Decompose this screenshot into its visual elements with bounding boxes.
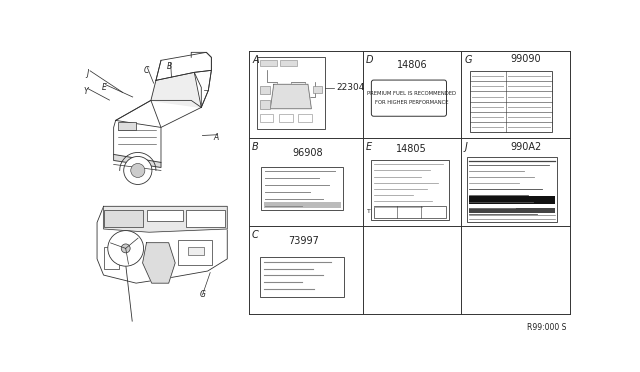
Text: 22304: 22304 xyxy=(336,83,364,92)
Bar xyxy=(280,60,298,66)
Bar xyxy=(188,247,204,255)
Bar xyxy=(279,115,292,122)
Bar xyxy=(264,202,341,208)
Polygon shape xyxy=(116,100,202,128)
Text: A: A xyxy=(252,55,259,65)
Bar xyxy=(261,167,343,211)
Bar xyxy=(147,209,183,221)
Text: C: C xyxy=(252,230,259,240)
Text: E: E xyxy=(366,142,372,153)
Polygon shape xyxy=(194,70,211,108)
Polygon shape xyxy=(97,206,227,283)
Text: G: G xyxy=(465,55,472,65)
Text: J: J xyxy=(465,142,467,153)
Polygon shape xyxy=(143,243,175,283)
Bar xyxy=(260,257,344,298)
Circle shape xyxy=(108,231,143,266)
Bar xyxy=(313,86,322,93)
Bar xyxy=(371,160,449,220)
Text: PREMIUM FUEL IS RECOMMENDED: PREMIUM FUEL IS RECOMMENDED xyxy=(367,91,456,96)
Bar xyxy=(467,157,557,222)
Polygon shape xyxy=(270,84,312,109)
Bar xyxy=(260,86,270,94)
FancyBboxPatch shape xyxy=(371,80,447,116)
Bar xyxy=(178,240,212,264)
Text: FOR HIGHER PERFORMANCE: FOR HIGHER PERFORMANCE xyxy=(375,100,449,105)
Bar xyxy=(257,57,325,129)
Polygon shape xyxy=(151,73,202,108)
Text: A: A xyxy=(213,133,218,142)
Text: C: C xyxy=(143,66,149,75)
Text: B: B xyxy=(252,142,259,153)
Bar xyxy=(260,60,277,66)
Bar xyxy=(469,208,555,213)
Bar xyxy=(298,115,312,122)
Text: Y: Y xyxy=(84,87,88,96)
Circle shape xyxy=(124,157,152,185)
Bar xyxy=(104,247,119,269)
Bar xyxy=(374,206,446,218)
Text: 99090: 99090 xyxy=(511,54,541,64)
Text: B: B xyxy=(167,62,172,71)
Circle shape xyxy=(121,244,130,253)
Text: 14805: 14805 xyxy=(396,144,427,154)
Polygon shape xyxy=(156,52,211,80)
Bar xyxy=(469,196,555,204)
Bar xyxy=(104,209,143,227)
Bar xyxy=(260,100,270,109)
Text: 990A2: 990A2 xyxy=(511,142,542,152)
Polygon shape xyxy=(114,100,161,163)
Text: G: G xyxy=(200,290,206,299)
Bar xyxy=(186,209,225,227)
Text: D: D xyxy=(366,55,374,65)
Text: T: T xyxy=(367,209,371,215)
Bar xyxy=(470,71,552,132)
Text: 73997: 73997 xyxy=(288,236,319,246)
Text: J: J xyxy=(86,69,88,78)
Text: E: E xyxy=(102,83,107,92)
Bar xyxy=(260,115,273,122)
Text: R99:000 S: R99:000 S xyxy=(527,323,566,332)
Polygon shape xyxy=(104,206,227,232)
Text: 96908: 96908 xyxy=(293,148,323,158)
Text: 14806: 14806 xyxy=(396,60,427,70)
Circle shape xyxy=(131,163,145,177)
Bar xyxy=(118,122,136,131)
Polygon shape xyxy=(114,154,161,167)
